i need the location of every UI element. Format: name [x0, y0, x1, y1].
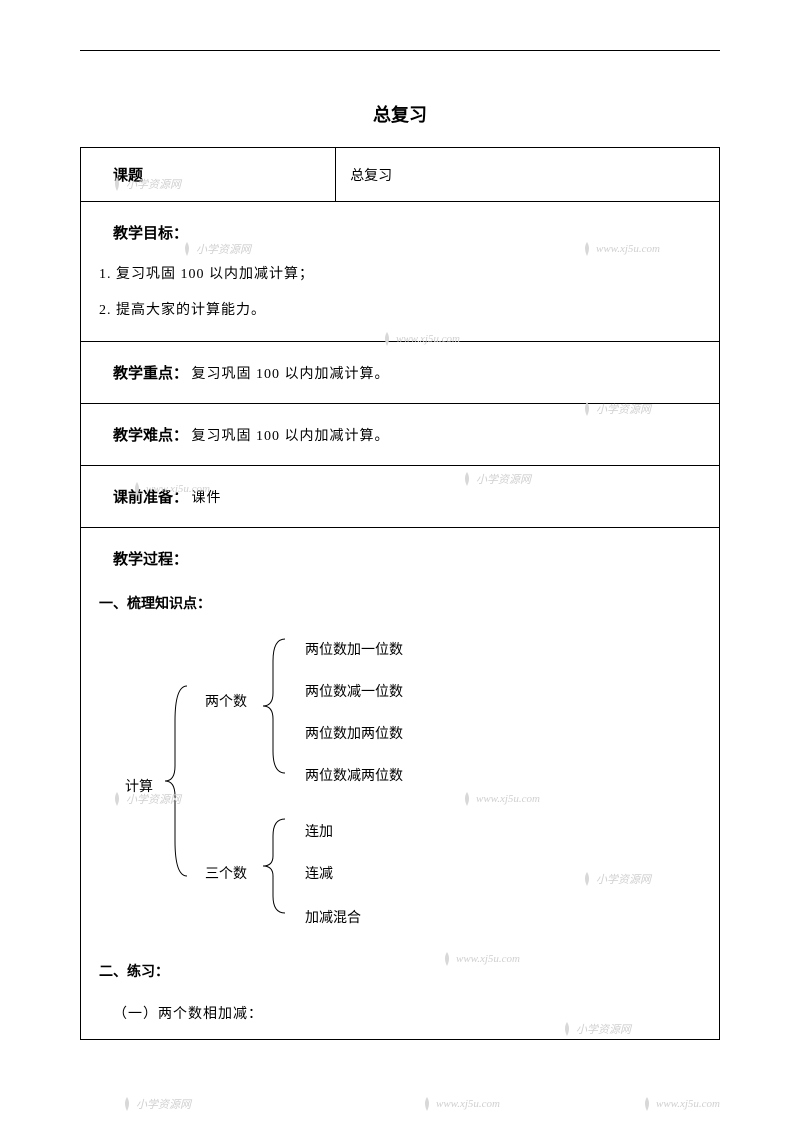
brace-icon [255, 631, 295, 781]
topic-label-cell: 课题 [81, 148, 336, 201]
topic-label: 课题 [95, 164, 143, 185]
leaf-icon [120, 1095, 134, 1113]
prep-row: 课前准备： 课件 [81, 466, 719, 528]
tree-leaf: 连加 [305, 821, 333, 841]
process-row: 教学过程： 一、梳理知识点： 计算 两个数 三个数 [81, 528, 719, 1039]
focus-value: 复习巩固 100 以内加减计算。 [192, 367, 390, 382]
brace-icon [255, 811, 295, 921]
tree-branch: 三个数 [205, 863, 247, 883]
process-label: 教学过程： [95, 548, 705, 569]
tree-leaf: 两位数加两位数 [305, 723, 403, 743]
focus-label: 教学重点： [95, 365, 188, 382]
focus-row: 教学重点： 复习巩固 100 以内加减计算。 [81, 342, 719, 404]
difficulty-label: 教学难点： [95, 427, 188, 444]
tree-leaf: 两位数减一位数 [305, 681, 403, 701]
watermark: 小学资源网 [120, 1095, 191, 1113]
difficulty-cell: 教学难点： 复习巩固 100 以内加减计算。 [81, 404, 719, 465]
prep-cell: 课前准备： 课件 [81, 466, 719, 527]
tree-branch: 两个数 [205, 691, 247, 711]
leaf-icon [420, 1095, 434, 1113]
difficulty-value: 复习巩固 100 以内加减计算。 [192, 429, 390, 444]
goals-cell: 教学目标： 1. 复习巩固 100 以内加减计算； 2. 提高大家的计算能力。 [81, 202, 719, 341]
tree-leaf: 两位数减两位数 [305, 765, 403, 785]
prep-value: 课件 [192, 491, 222, 506]
knowledge-tree: 计算 两个数 三个数 [95, 631, 705, 951]
brace-icon [157, 681, 197, 881]
section2-title: 二、练习： [95, 961, 705, 981]
tree-leaf: 加减混合 [305, 907, 361, 927]
document-page: 总复习 课题 总复习 教学目标： 1. 复习巩固 100 以内加减计算； 2. … [0, 0, 800, 1080]
topic-value: 总复习 [350, 165, 392, 185]
section2-item: （一）两个数相加减： [95, 1003, 705, 1023]
tree-leaf: 两位数加一位数 [305, 639, 403, 659]
watermark: www.xj5u.com [420, 1095, 500, 1113]
header-rule [80, 50, 720, 51]
leaf-icon [640, 1095, 654, 1113]
topic-value-cell: 总复习 [336, 148, 719, 201]
focus-cell: 教学重点： 复习巩固 100 以内加减计算。 [81, 342, 719, 403]
tree-root: 计算 [125, 776, 153, 796]
section1-title: 一、梳理知识点： [95, 593, 705, 613]
prep-label: 课前准备： [95, 489, 188, 506]
lesson-table: 课题 总复习 教学目标： 1. 复习巩固 100 以内加减计算； 2. 提高大家… [80, 147, 720, 1040]
tree-leaf: 连减 [305, 863, 333, 883]
watermark: www.xj5u.com [640, 1095, 720, 1113]
goal-item: 1. 复习巩固 100 以内加减计算； [95, 263, 705, 283]
topic-row: 课题 总复习 [81, 148, 719, 202]
goals-label: 教学目标： [95, 222, 705, 243]
goal-item: 2. 提高大家的计算能力。 [95, 299, 705, 319]
page-title: 总复习 [80, 101, 720, 127]
difficulty-row: 教学难点： 复习巩固 100 以内加减计算。 [81, 404, 719, 466]
goals-row: 教学目标： 1. 复习巩固 100 以内加减计算； 2. 提高大家的计算能力。 [81, 202, 719, 342]
process-cell: 教学过程： 一、梳理知识点： 计算 两个数 三个数 [81, 528, 719, 1039]
